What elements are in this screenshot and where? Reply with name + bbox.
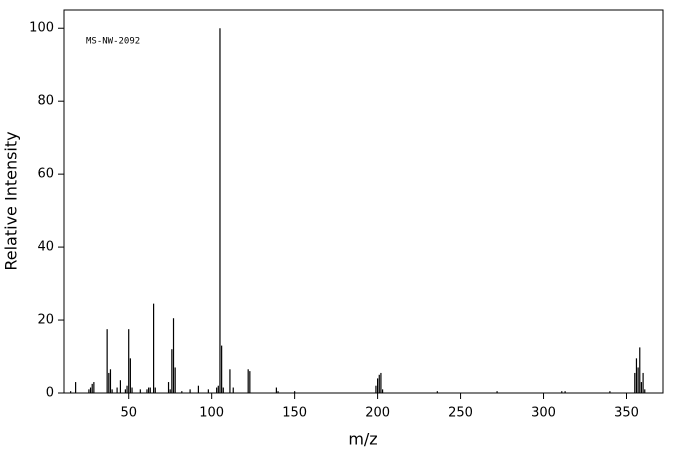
y-tick-label: 100 <box>29 21 54 36</box>
plot-frame <box>63 9 664 394</box>
y-tick-label: 80 <box>37 94 54 109</box>
x-tick-label: 50 <box>120 406 137 421</box>
x-tick-label: 350 <box>614 406 639 421</box>
x-tick-label: 200 <box>365 406 390 421</box>
y-tick-label: 0 <box>46 386 54 401</box>
x-tick-label: 250 <box>448 406 473 421</box>
y-tick-label: 60 <box>37 167 54 182</box>
y-tick-label: 20 <box>37 313 54 328</box>
x-axis-label: m/z <box>348 430 377 449</box>
annotation: MS-NW-2092 <box>86 37 140 47</box>
y-axis-label: Relative Intensity <box>2 131 21 270</box>
x-tick-label: 150 <box>282 406 307 421</box>
y-tick-label: 40 <box>37 240 54 255</box>
x-tick-label: 100 <box>199 406 224 421</box>
x-tick-label: 300 <box>531 406 556 421</box>
